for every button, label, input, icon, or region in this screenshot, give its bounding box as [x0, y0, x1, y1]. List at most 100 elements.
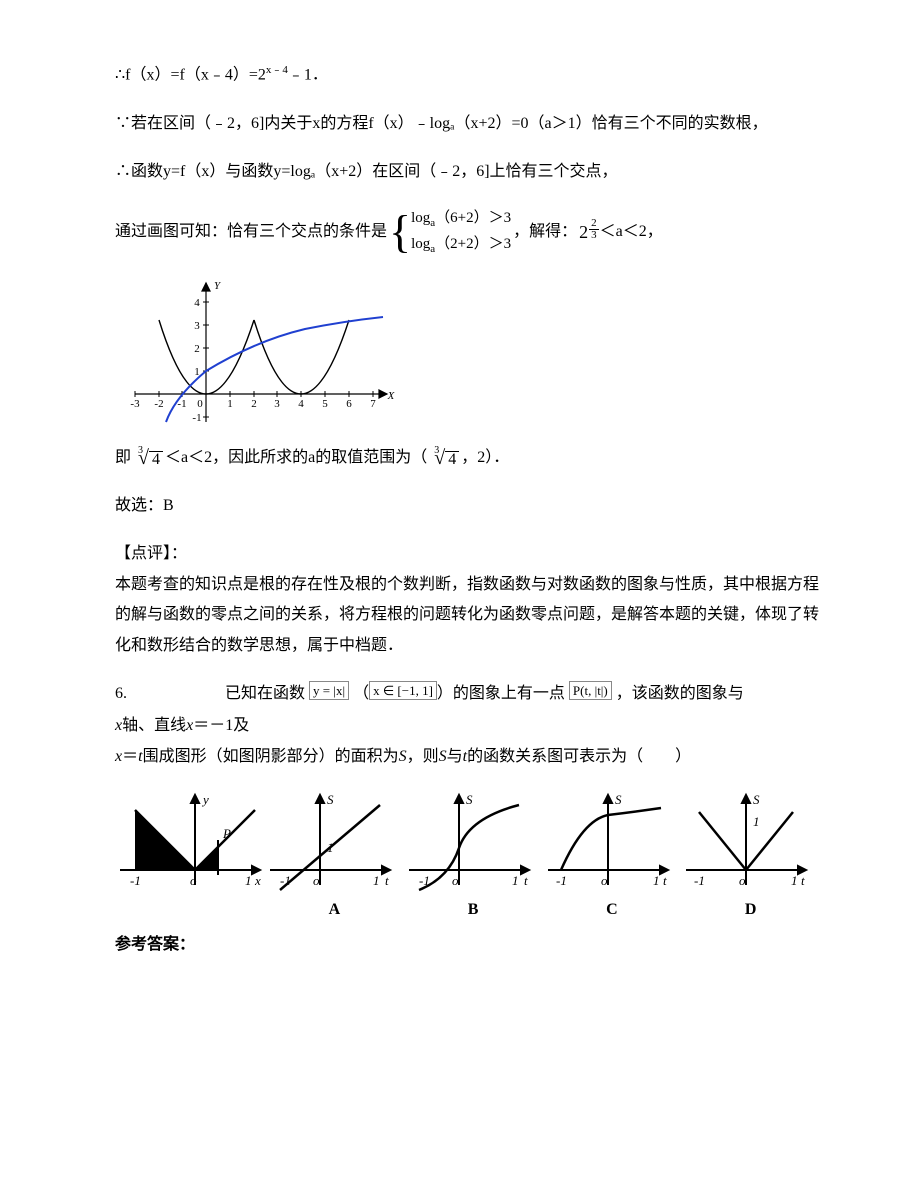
svg-text:S: S: [327, 792, 334, 807]
svg-text:x: x: [254, 873, 261, 888]
q6-c: ）的图象上有一点: [437, 685, 565, 702]
svg-text:1: 1: [512, 873, 519, 888]
line-6: 故选：B: [115, 491, 820, 521]
svg-text:1: 1: [753, 814, 760, 829]
svg-text:-1: -1: [280, 873, 291, 888]
svg-text:-1: -1: [130, 873, 141, 888]
line-1: ∴f（x）=f（x﹣4）=2x﹣4﹣1．: [115, 60, 820, 91]
svg-text:2: 2: [251, 398, 257, 410]
svg-text:o: o: [601, 873, 608, 888]
svg-text:3: 3: [274, 398, 280, 410]
root-idx-1: 3: [138, 441, 143, 460]
svg-text:X: X: [387, 390, 395, 402]
root-rand-1: 4: [149, 451, 163, 468]
q6-l3d: 围成图形（如图阴影部分）的面积为: [143, 748, 399, 765]
svg-text:o: o: [739, 873, 746, 888]
brace-line-1: loga（6+2）＞3: [411, 206, 511, 233]
svg-text:1: 1: [327, 840, 334, 855]
svg-text:1: 1: [653, 873, 660, 888]
q6-stem-figure: y x -1 1 P o: [115, 790, 265, 925]
svg-text:-1: -1: [419, 873, 430, 888]
graph-svg: -3-2-1 0 123 4567 -1 1234 X Y: [125, 277, 395, 427]
pow-base: 2: [579, 222, 588, 242]
svg-text:1: 1: [227, 398, 233, 410]
pow-frac-d: 3: [589, 230, 599, 241]
svg-text:1: 1: [245, 873, 252, 888]
svg-text:o: o: [313, 873, 320, 888]
review-body: 本题考查的知识点是根的存在性及根的个数判断，指数函数与对数函数的图象与性质，其中…: [115, 570, 820, 661]
svg-text:y: y: [201, 792, 209, 807]
svg-text:-2: -2: [154, 398, 163, 410]
svg-text:2: 2: [194, 343, 200, 355]
label-b: B: [404, 895, 543, 925]
svg-text:S: S: [615, 792, 622, 807]
line-4: 通过画图可知：恰有三个交点的条件是 { loga（6+2）＞3 loga（2+2…: [115, 206, 820, 259]
left-brace-icon: {: [389, 209, 411, 255]
q6-l3j: 的函数关系图可表示为（ ）: [467, 748, 691, 765]
power-term: 2 2 3: [579, 215, 598, 249]
svg-text:1: 1: [373, 873, 380, 888]
svg-text:t: t: [385, 873, 389, 888]
svg-text:0: 0: [197, 398, 203, 410]
svg-text:t: t: [524, 873, 528, 888]
q6-l3h: 与: [447, 748, 463, 765]
line-5: 即 3 √ 4 ＜a＜2，因此所求的a的取值范围为（ 3 √ 4 ，2）．: [115, 443, 820, 473]
q6-l3f: ，则: [407, 748, 439, 765]
label-c: C: [543, 895, 682, 925]
line-3: ∴函数y=f（x）与函数y=logₐ（x+2）在区间（﹣2，6]上恰有三个交点，: [115, 157, 820, 187]
bb-b: （2+2）＞3: [435, 236, 511, 252]
q6-l3g: S: [439, 748, 447, 765]
q6-line3: x＝t围成图形（如图阴影部分）的面积为S，则S与t的函数关系图可表示为（ ）: [115, 742, 820, 772]
svg-text:t: t: [801, 873, 805, 888]
l5b: ＜a＜2，因此所求的a的取值范围为（: [165, 443, 427, 473]
l4post: ＜a＜2，: [600, 217, 663, 247]
svg-text:5: 5: [322, 398, 328, 410]
q6-num: 6.: [115, 685, 127, 702]
svg-text:t: t: [663, 873, 667, 888]
brace-system: { loga（6+2）＞3 loga（2+2）＞3: [389, 206, 511, 259]
root-rand-2: 4: [445, 451, 459, 468]
q6-options: y x -1 1 P o St: [115, 790, 820, 925]
intersection-graph: -3-2-1 0 123 4567 -1 1234 X Y: [125, 277, 820, 427]
l4pre: 通过画图可知：恰有三个交点的条件是: [115, 217, 387, 247]
svg-text:4: 4: [298, 398, 304, 410]
q6-l3e: S: [399, 748, 407, 765]
svg-text:7: 7: [370, 398, 376, 410]
q6-eq2: x ∈ [−1, 1]: [369, 681, 437, 700]
l1a: ∴f（x）=f（x﹣4）=2: [115, 66, 266, 83]
svg-text:S: S: [466, 792, 473, 807]
label-a: A: [265, 895, 404, 925]
question-6: 6. 已知在函数 y = |x| （x ∈ [−1, 1]）的图象上有一点 P(…: [115, 679, 820, 960]
answer-label: 参考答案：: [115, 930, 820, 960]
brace-lines: loga（6+2）＞3 loga（2+2）＞3: [411, 206, 511, 259]
option-c: St -11 o C: [543, 790, 682, 925]
bt-a: log: [411, 210, 430, 226]
option-d: St -11 o 1 D: [681, 790, 820, 925]
q6-l2d: ＝－1及: [193, 717, 249, 734]
svg-text:Y: Y: [214, 280, 222, 292]
l5c: ，2）．: [461, 443, 509, 473]
svg-text:o: o: [190, 873, 197, 888]
l1b: ﹣1．: [288, 66, 328, 83]
pow-frac: 2 3: [589, 218, 599, 241]
q6-d: ，该函数的图象与: [616, 685, 744, 702]
svg-text:1: 1: [791, 873, 798, 888]
svg-text:-1: -1: [192, 412, 201, 424]
cuberoot-1: 3 √ 4: [133, 448, 163, 468]
option-b: St -11 o B: [404, 790, 543, 925]
option-a: St -1 1 o 1 A: [265, 790, 404, 925]
brace-line-2: loga（2+2）＞3: [411, 232, 511, 259]
svg-text:-3: -3: [130, 398, 140, 410]
svg-text:3: 3: [194, 320, 200, 332]
q6-eq3: P(t, |t|): [569, 681, 612, 700]
line-2: ∵若在区间（﹣2，6]内关于x的方程f（x）﹣logₐ（x+2）=0（a＞1）恰…: [115, 109, 820, 139]
q6-l2b: 轴、直线: [122, 717, 186, 734]
svg-text:S: S: [753, 792, 760, 807]
svg-text:4: 4: [194, 297, 200, 309]
q6-eq1: y = |x|: [309, 681, 349, 700]
q6-a: 已知在函数: [225, 685, 305, 702]
l1exp: x﹣4: [266, 64, 288, 76]
l4mid: ，解得：: [513, 217, 577, 247]
svg-text:P: P: [222, 826, 231, 841]
cuberoot-2: 3 √ 4: [429, 448, 459, 468]
